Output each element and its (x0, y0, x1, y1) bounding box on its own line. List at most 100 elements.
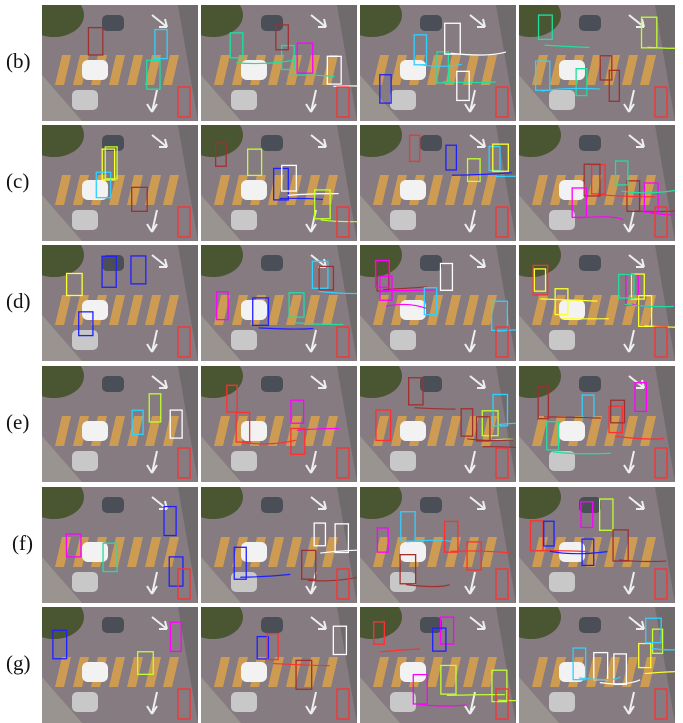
frame-content (501, 233, 683, 361)
car (400, 421, 426, 441)
car (231, 90, 257, 110)
car (231, 210, 257, 230)
frame-image (501, 233, 683, 361)
frame-content (501, 113, 683, 241)
frame-image (24, 595, 198, 723)
car (390, 210, 416, 230)
car (559, 60, 585, 80)
car (102, 376, 124, 392)
car (102, 617, 124, 633)
frame-content (24, 113, 198, 241)
car (72, 90, 98, 110)
frame-content (24, 475, 198, 603)
car (400, 180, 426, 200)
car (231, 330, 257, 350)
car (549, 572, 575, 592)
car (82, 60, 108, 80)
car (579, 617, 601, 633)
car (241, 300, 267, 320)
car (241, 421, 267, 441)
frame-content (183, 0, 380, 121)
frame-image (183, 113, 373, 241)
car (231, 451, 257, 471)
frame-image (342, 354, 544, 482)
car (400, 300, 426, 320)
car (390, 330, 416, 350)
frame-image (501, 475, 675, 603)
car (102, 15, 124, 31)
frame-image (342, 0, 516, 121)
frame-content (183, 595, 357, 723)
car (261, 15, 283, 31)
car (420, 497, 442, 513)
row-label: (g) (6, 651, 31, 675)
car (549, 210, 575, 230)
car (579, 376, 601, 392)
car (579, 135, 601, 151)
frame-content (183, 233, 374, 361)
car (231, 572, 257, 592)
car (102, 255, 124, 271)
frame-image (501, 0, 683, 121)
frame-content (342, 0, 516, 121)
car (549, 330, 575, 350)
frame-content (183, 475, 377, 603)
frame-image (183, 354, 357, 482)
car (72, 330, 98, 350)
trajectory (382, 290, 436, 291)
car (420, 255, 442, 271)
frame-content (342, 595, 539, 723)
car (231, 692, 257, 712)
car (261, 255, 283, 271)
car (390, 451, 416, 471)
frame-content (24, 354, 198, 482)
frame-content (501, 354, 675, 482)
frame-content (183, 113, 373, 241)
frame-content (24, 233, 198, 361)
frame-image (183, 233, 374, 361)
car (261, 135, 283, 151)
frame-content (501, 0, 683, 121)
frame-content (501, 475, 675, 603)
car (72, 572, 98, 592)
car (390, 572, 416, 592)
frame-image (24, 475, 198, 603)
frame-image (501, 354, 675, 482)
car (559, 300, 585, 320)
frame-content (24, 595, 198, 723)
frame-image (501, 595, 683, 723)
car (82, 300, 108, 320)
car (549, 90, 575, 110)
frame-image (342, 595, 539, 723)
car (420, 135, 442, 151)
frame-image (342, 233, 539, 361)
frame-content (342, 475, 516, 603)
frame-image (342, 475, 516, 603)
car (82, 542, 108, 562)
frame-image (24, 233, 198, 361)
car (72, 210, 98, 230)
car (400, 60, 426, 80)
car (82, 421, 108, 441)
row-label: (b) (6, 49, 31, 73)
car (261, 617, 283, 633)
frame-content (342, 233, 539, 361)
figure: (b)(c)(d)(e)(f)(g) (0, 0, 683, 723)
car (72, 692, 98, 712)
car (579, 255, 601, 271)
car (241, 180, 267, 200)
car (261, 376, 283, 392)
car (549, 692, 575, 712)
car (102, 497, 124, 513)
car (420, 617, 442, 633)
frame-content (24, 0, 198, 121)
row-label: (f) (12, 531, 33, 555)
frame-image (24, 354, 198, 482)
frame-image (24, 113, 198, 241)
car (420, 15, 442, 31)
car (390, 90, 416, 110)
row-label: (c) (6, 169, 29, 193)
car (261, 497, 283, 513)
frame-content (501, 595, 683, 723)
frame-image (183, 0, 380, 121)
